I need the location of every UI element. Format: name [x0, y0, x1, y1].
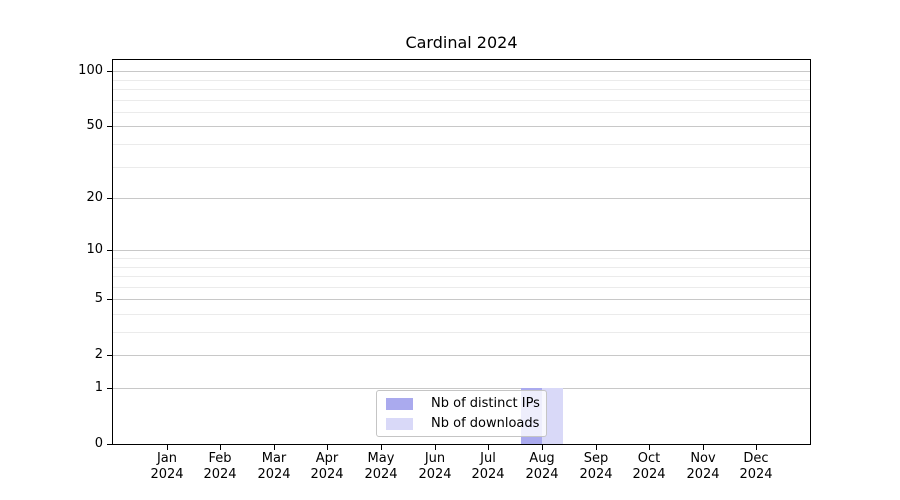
y-gridline-minor — [113, 80, 810, 81]
y-tick — [107, 198, 113, 199]
x-tick-label: Sep 2024 — [556, 451, 636, 483]
x-tick-month: May — [367, 451, 395, 466]
y-gridline-major — [113, 299, 810, 300]
legend-swatch-distinct-ips — [386, 397, 413, 410]
x-tick-label: Apr 2024 — [287, 451, 367, 483]
x-tick-month: Jan — [156, 451, 178, 466]
y-tick — [107, 299, 113, 300]
x-tick — [327, 445, 328, 450]
legend: Nb of distinct IPs Nb of downloads — [376, 390, 547, 437]
x-tick — [274, 445, 275, 450]
x-tick-month: Sep — [583, 451, 609, 466]
x-tick-label: May 2024 — [341, 451, 421, 483]
y-gridline-minor — [113, 89, 810, 90]
y-tick — [107, 71, 113, 72]
plot-area — [112, 59, 811, 445]
y-tick-label: 10 — [86, 242, 103, 257]
x-tick-label: Feb 2024 — [180, 451, 260, 483]
x-tick-month: Nov — [690, 451, 716, 466]
legend-label-downloads: Nb of downloads — [431, 416, 540, 431]
x-tick — [649, 445, 650, 450]
x-tick-label: Oct 2024 — [609, 451, 689, 483]
y-gridline-minor — [113, 287, 810, 288]
x-tick-month: Jul — [480, 451, 496, 466]
y-tick — [107, 355, 113, 356]
x-tick-label: Aug 2024 — [502, 451, 582, 483]
y-gridline-minor — [113, 267, 810, 268]
legend-label-distinct-ips: Nb of distinct IPs — [431, 396, 540, 411]
y-gridline-minor — [113, 276, 810, 277]
x-tick-year: 2024 — [739, 467, 773, 482]
chart-title: Cardinal 2024 — [405, 33, 518, 52]
x-tick-year: 2024 — [471, 467, 505, 482]
y-tick — [107, 388, 113, 389]
x-tick-label: Mar 2024 — [234, 451, 314, 483]
y-gridline-major — [113, 198, 810, 199]
x-tick-label: Dec 2024 — [716, 451, 796, 483]
x-tick — [220, 445, 221, 450]
x-tick-month: Jun — [424, 451, 446, 466]
y-gridline-minor — [113, 332, 810, 333]
y-gridline-major — [113, 126, 810, 127]
legend-item-downloads: Nb of downloads — [386, 414, 546, 434]
x-tick-label: Jun 2024 — [395, 451, 475, 483]
legend-swatch-downloads — [386, 417, 413, 430]
y-tick-label: 5 — [94, 291, 103, 306]
x-tick — [596, 445, 597, 450]
x-tick-label: Nov 2024 — [663, 451, 743, 483]
x-tick — [703, 445, 704, 450]
x-tick-month: Feb — [208, 451, 232, 466]
y-tick — [107, 444, 113, 445]
y-tick-label: 50 — [86, 118, 103, 133]
y-gridline-minor — [113, 144, 810, 145]
x-tick — [488, 445, 489, 450]
y-gridline-major — [113, 71, 810, 72]
x-tick-year: 2024 — [150, 467, 184, 482]
y-tick — [107, 126, 113, 127]
x-tick — [381, 445, 382, 450]
bar-downloads — [541, 388, 564, 444]
x-tick-year: 2024 — [632, 467, 666, 482]
x-tick-month: Oct — [637, 451, 661, 466]
x-tick-year: 2024 — [203, 467, 237, 482]
y-tick-label: 1 — [94, 380, 103, 395]
y-tick-label: 2 — [94, 347, 103, 362]
x-tick — [756, 445, 757, 450]
x-tick-year: 2024 — [364, 467, 398, 482]
y-gridline-major — [113, 355, 810, 356]
y-gridline-minor — [113, 100, 810, 101]
y-gridline-minor — [113, 167, 810, 168]
y-gridline-minor — [113, 314, 810, 315]
x-tick — [542, 445, 543, 450]
y-tick — [107, 250, 113, 251]
x-tick-label: Jul 2024 — [448, 451, 528, 483]
y-tick-label: 0 — [94, 436, 103, 451]
x-tick-year: 2024 — [257, 467, 291, 482]
x-tick-month: Apr — [315, 451, 339, 466]
y-tick-label: 20 — [86, 190, 103, 205]
y-gridline-major — [113, 250, 810, 251]
x-tick-year: 2024 — [686, 467, 720, 482]
x-tick-label: Jan 2024 — [127, 451, 207, 483]
x-tick — [435, 445, 436, 450]
x-tick-year: 2024 — [310, 467, 344, 482]
x-tick-year: 2024 — [418, 467, 452, 482]
x-tick-month: Mar — [261, 451, 287, 466]
legend-item-distinct-ips: Nb of distinct IPs — [386, 394, 546, 414]
x-tick-year: 2024 — [579, 467, 613, 482]
y-gridline-major — [113, 388, 810, 389]
y-tick-label: 100 — [78, 63, 103, 78]
x-tick — [167, 445, 168, 450]
y-gridline-minor — [113, 258, 810, 259]
x-tick-year: 2024 — [525, 467, 559, 482]
x-tick-month: Aug — [529, 451, 555, 466]
x-tick-month: Dec — [743, 451, 769, 466]
y-gridline-minor — [113, 112, 810, 113]
